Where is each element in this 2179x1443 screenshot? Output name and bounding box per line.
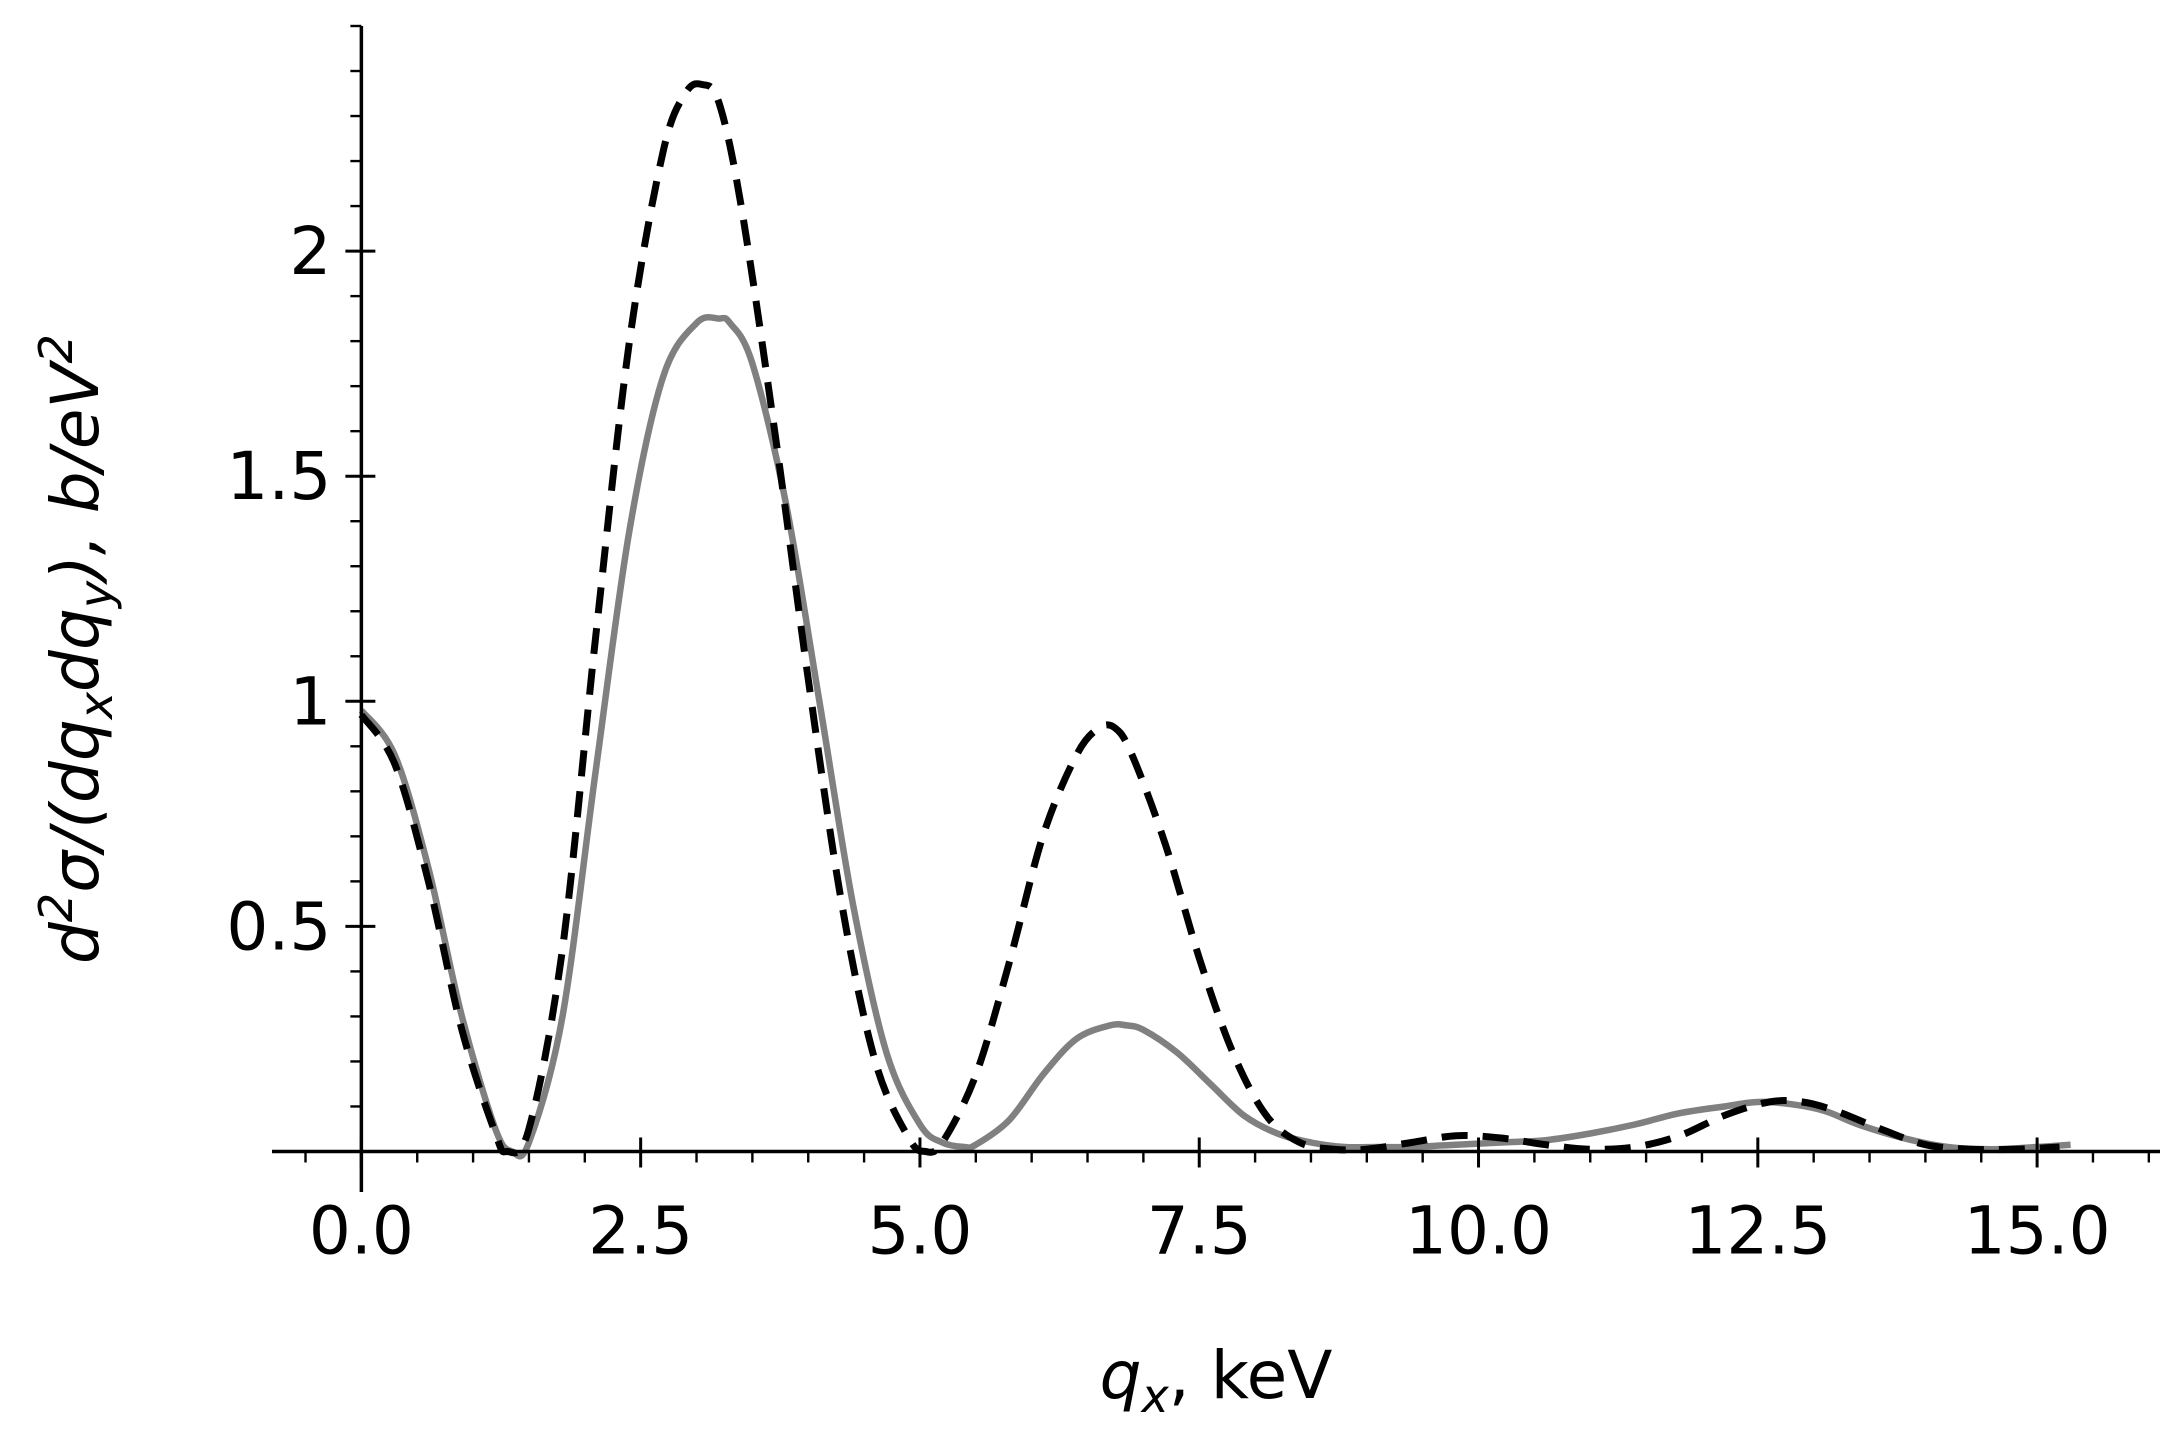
x-tick-label: 2.5 <box>588 1192 693 1269</box>
series-line-solid <box>358 313 2071 1160</box>
y-tick-label: 2 <box>289 213 331 290</box>
y-tick-label: 1.5 <box>226 438 331 515</box>
series-line-dashed <box>358 80 2060 1157</box>
y-tick-label: 0.5 <box>226 888 331 965</box>
x-tick-label: 12.5 <box>1684 1192 1831 1269</box>
y-tick-label: 1 <box>289 663 331 740</box>
x-tick-label: 7.5 <box>1147 1192 1252 1269</box>
series-layer <box>358 80 2071 1160</box>
axes-layer <box>272 24 2160 1192</box>
labels-layer: 0.0 2.5 5.0 7.5 10.0 12.5 15.0 0.5 1 1.5 2 qx, keV d… <box>29 213 2111 1423</box>
x-tick-label: 15.0 <box>1964 1192 2111 1269</box>
y-axis-title: d2σ/(dqxdqy), b/eV2 <box>29 334 123 964</box>
x-tick-label: 10.0 <box>1405 1192 1552 1269</box>
x-tick-label: 5.0 <box>867 1192 972 1269</box>
x-tick-label: 0.0 <box>309 1192 414 1269</box>
x-axis-title: qx, keV <box>1100 1337 1333 1423</box>
